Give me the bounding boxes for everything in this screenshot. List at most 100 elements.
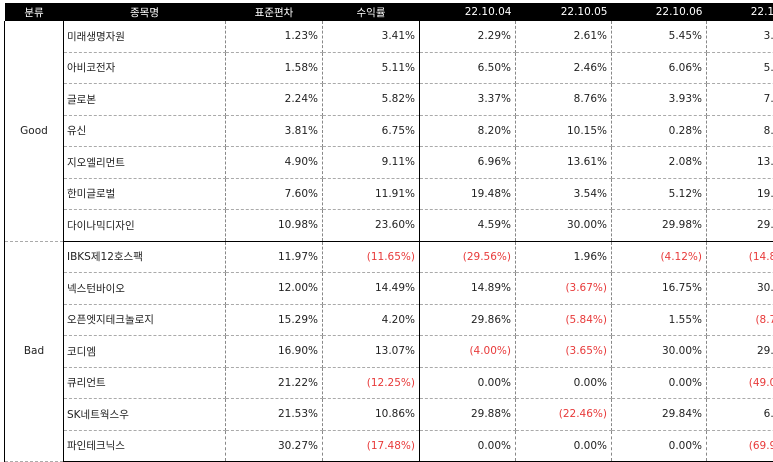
cell-ret: 6.75%: [323, 115, 420, 147]
header-name: 종목명: [64, 3, 226, 21]
cell-d1: (29.56%): [420, 241, 516, 273]
header-std: 표준편차: [226, 3, 323, 21]
cell-std: 21.53%: [226, 399, 323, 431]
header-date-4: 22.10.07: [707, 3, 773, 21]
header-date-2: 22.10.05: [516, 3, 612, 21]
cell-std: 21.22%: [226, 367, 323, 399]
group-label: Good: [5, 21, 64, 241]
cell-d2: 2.46%: [516, 52, 612, 84]
stock-name: 오픈엣지테크놀로지: [64, 304, 226, 336]
table-row: 다이나믹디자인10.98%23.60%4.59%30.00%29.98%29.8…: [5, 210, 773, 242]
cell-d2: 3.54%: [516, 178, 612, 210]
cell-std: 1.23%: [226, 21, 323, 52]
cell-std: 4.90%: [226, 147, 323, 179]
cell-std: 1.58%: [226, 52, 323, 84]
cell-ret: (11.65%): [323, 241, 420, 273]
cell-d3: 1.55%: [612, 304, 707, 336]
cell-d4: (14.88%): [707, 241, 773, 273]
cell-d1: (4.00%): [420, 336, 516, 368]
cell-d1: 14.89%: [420, 273, 516, 305]
cell-d3: (4.12%): [612, 241, 707, 273]
cell-d1: 0.00%: [420, 430, 516, 462]
cell-d3: 0.28%: [612, 115, 707, 147]
header-date-1: 22.10.04: [420, 3, 516, 21]
cell-d4: 30.00%: [707, 273, 773, 305]
cell-std: 30.27%: [226, 430, 323, 462]
cell-ret: 5.11%: [323, 52, 420, 84]
stock-name: 미래생명자원: [64, 21, 226, 52]
stock-name: 한미글로벌: [64, 178, 226, 210]
cell-ret: (12.25%): [323, 367, 420, 399]
stock-name: 유신: [64, 115, 226, 147]
cell-ret: 5.82%: [323, 84, 420, 116]
cell-d2: 13.61%: [516, 147, 612, 179]
cell-d2: 30.00%: [516, 210, 612, 242]
cell-d2: (3.67%): [516, 273, 612, 305]
stock-name: 글로본: [64, 84, 226, 116]
stock-name: 파인테크닉스: [64, 430, 226, 462]
cell-d2: 0.00%: [516, 430, 612, 462]
cell-std: 7.60%: [226, 178, 323, 210]
cell-d4: 8.37%: [707, 115, 773, 147]
cell-d1: 6.96%: [420, 147, 516, 179]
group-label: Bad: [5, 241, 64, 462]
stock-name: 아비코전자: [64, 52, 226, 84]
table-row: 유신3.81%6.75%8.20%10.15%0.28%8.37%: [5, 115, 773, 147]
stock-name: 큐리언트: [64, 367, 226, 399]
stock-name: SK네트웍스우: [64, 399, 226, 431]
cell-d2: 0.00%: [516, 367, 612, 399]
cell-d3: 5.45%: [612, 21, 707, 52]
cell-d3: 29.84%: [612, 399, 707, 431]
cell-std: 2.24%: [226, 84, 323, 116]
stock-name: 지오엘리먼트: [64, 147, 226, 179]
cell-d4: (8.78%): [707, 304, 773, 336]
stock-name: 코디엠: [64, 336, 226, 368]
cell-ret: 23.60%: [323, 210, 420, 242]
cell-ret: 14.49%: [323, 273, 420, 305]
table-body: Good미래생명자원1.23%3.41%2.29%2.61%5.45%3.28%…: [5, 21, 773, 462]
cell-d1: 29.86%: [420, 304, 516, 336]
cell-d3: 6.06%: [612, 52, 707, 84]
cell-d1: 19.48%: [420, 178, 516, 210]
cell-d2: (5.84%): [516, 304, 612, 336]
cell-d3: 29.98%: [612, 210, 707, 242]
cell-std: 11.97%: [226, 241, 323, 273]
cell-d4: 7.21%: [707, 84, 773, 116]
cell-d3: 2.08%: [612, 147, 707, 179]
cell-d1: 4.59%: [420, 210, 516, 242]
cell-d4: 6.18%: [707, 399, 773, 431]
cell-d3: 0.00%: [612, 367, 707, 399]
cell-d2: 10.15%: [516, 115, 612, 147]
cell-ret: (17.48%): [323, 430, 420, 462]
cell-d1: 2.29%: [420, 21, 516, 52]
table-row: 큐리언트21.22%(12.25%)0.00%0.00%0.00%(49.01%…: [5, 367, 773, 399]
table-row: 파인테크닉스30.27%(17.48%)0.00%0.00%0.00%(69.9…: [5, 430, 773, 462]
cell-std: 12.00%: [226, 273, 323, 305]
cell-std: 3.81%: [226, 115, 323, 147]
cell-d3: 0.00%: [612, 430, 707, 462]
cell-d2: 8.76%: [516, 84, 612, 116]
cell-d1: 8.20%: [420, 115, 516, 147]
cell-d1: 3.37%: [420, 84, 516, 116]
cell-ret: 13.07%: [323, 336, 420, 368]
stock-name: 넥스턴바이오: [64, 273, 226, 305]
cell-d4: 13.78%: [707, 147, 773, 179]
cell-std: 15.29%: [226, 304, 323, 336]
cell-d4: (49.01%): [707, 367, 773, 399]
cell-d3: 3.93%: [612, 84, 707, 116]
cell-ret: 3.41%: [323, 21, 420, 52]
cell-ret: 10.86%: [323, 399, 420, 431]
cell-d4: 5.42%: [707, 52, 773, 84]
cell-d3: 16.75%: [612, 273, 707, 305]
header-row: 분류 종목명 표준편차 수익률 22.10.04 22.10.05 22.10.…: [5, 3, 773, 21]
cell-d3: 5.12%: [612, 178, 707, 210]
cell-d2: (3.65%): [516, 336, 612, 368]
